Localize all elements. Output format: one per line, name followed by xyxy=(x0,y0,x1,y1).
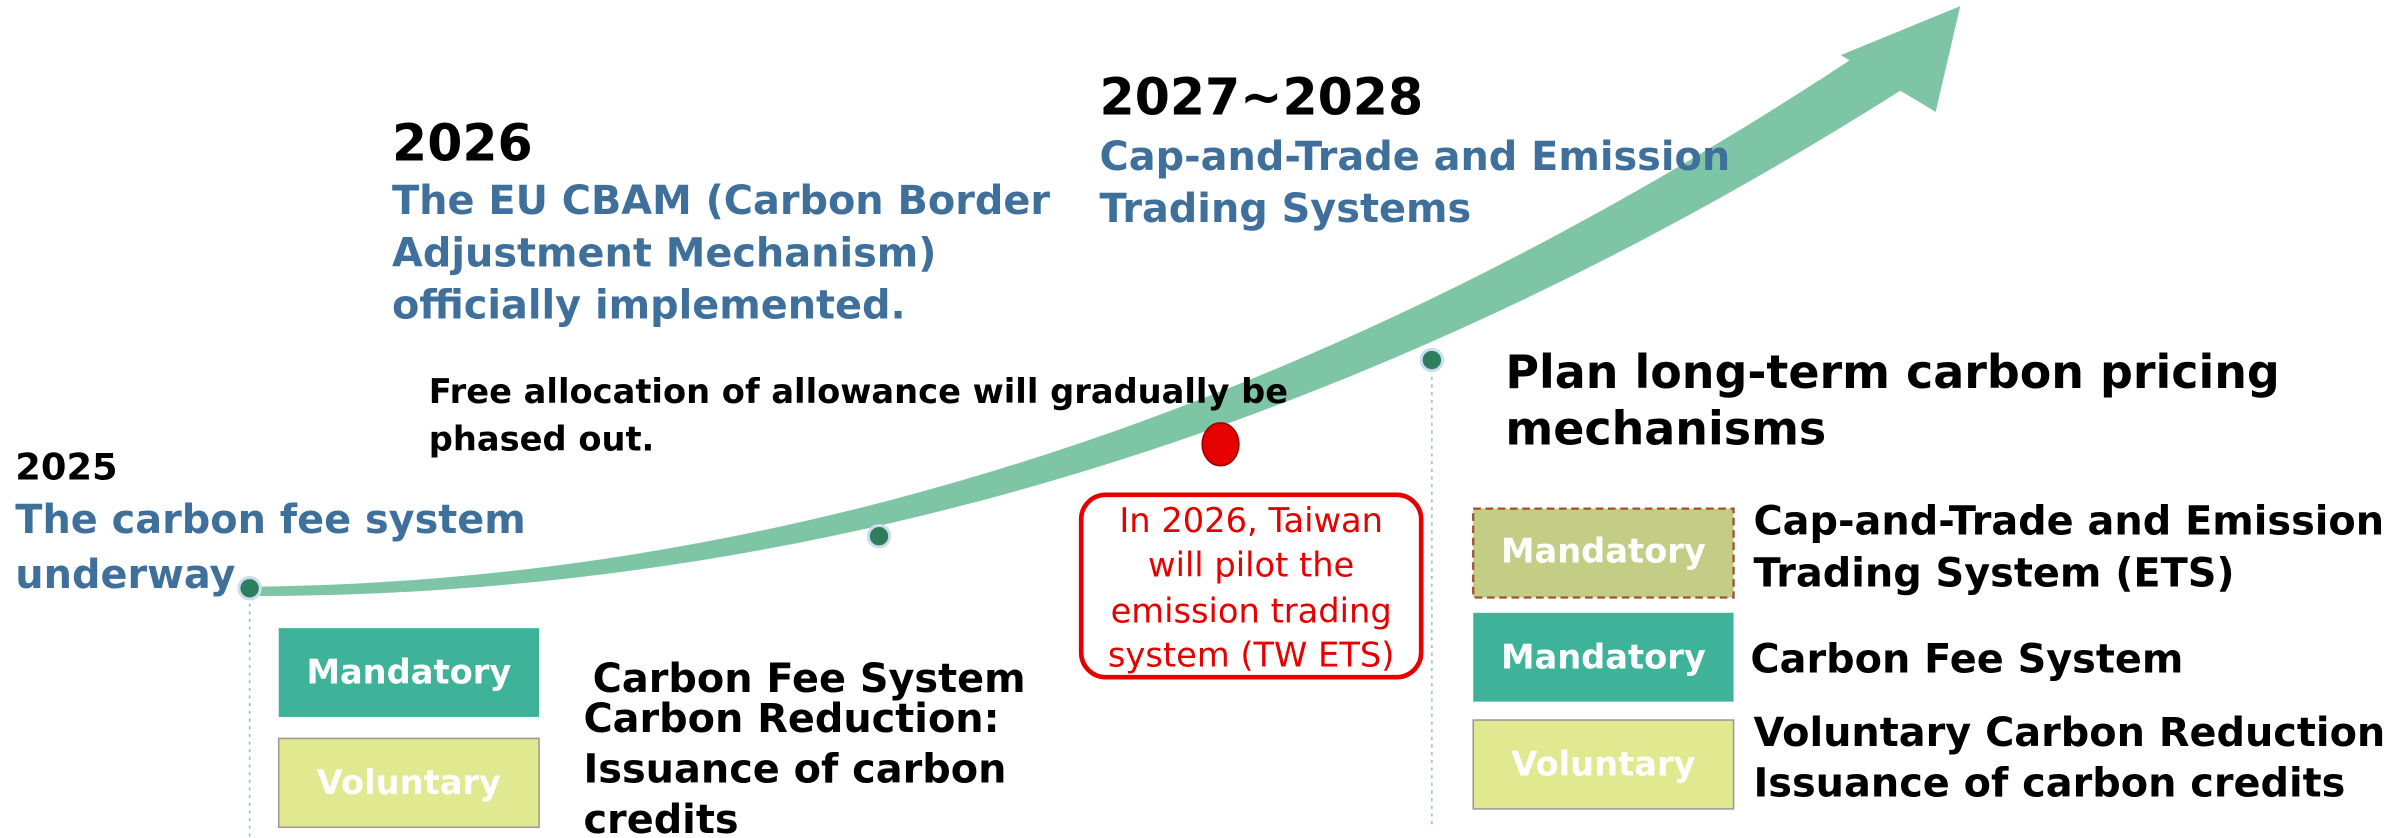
year: 2025 xyxy=(15,445,117,488)
pilot-text: In 2026, Taiwan xyxy=(1119,501,1383,540)
box-label: Voluntary xyxy=(1511,744,1695,783)
pilot-text: will pilot the xyxy=(1148,545,1354,584)
item-text: Cap-and-Trade and Emission xyxy=(1753,498,2384,544)
milestone-text: Trading Systems xyxy=(1100,186,1472,232)
year: 2027~2028 xyxy=(1100,68,1424,127)
year: 2026 xyxy=(392,114,533,173)
timeline-dot xyxy=(237,576,262,601)
timeline-dot xyxy=(866,523,892,549)
pilot-text: system (TW ETS) xyxy=(1108,636,1395,675)
timeline-dot xyxy=(1419,347,1445,373)
voluntary-box xyxy=(1472,719,1735,810)
note-text: Free allocation of allowance will gradua… xyxy=(429,372,1288,411)
heading: mechanisms xyxy=(1505,402,1826,456)
box-label: Mandatory xyxy=(306,653,511,692)
heading: Plan long-term carbon pricing xyxy=(1505,345,2279,399)
item-text: Voluntary Carbon Reduction: xyxy=(1753,710,2389,756)
pilot-dot xyxy=(1201,422,1240,467)
item-text: Issuance of carbon xyxy=(583,747,1006,793)
milestone-text: Cap-and-Trade and Emission xyxy=(1100,134,1731,180)
milestone-text: The carbon fee system xyxy=(15,497,525,543)
box-label: Voluntary xyxy=(317,763,501,802)
box-label: Mandatory xyxy=(1501,532,1706,571)
mandatory-box xyxy=(1473,612,1734,702)
item-text: credits xyxy=(583,797,738,838)
item-text: Trading System (ETS) xyxy=(1753,551,2234,597)
mandatory-box xyxy=(278,628,540,717)
item-text: Carbon Reduction: xyxy=(583,696,999,742)
milestone-text: The EU CBAM (Carbon Border xyxy=(392,178,1050,224)
arrow-head xyxy=(1840,6,1961,112)
note-text: phased out. xyxy=(429,420,655,459)
milestone-text: underway xyxy=(15,552,235,598)
voluntary-box xyxy=(277,737,540,829)
item-text: Carbon Fee System xyxy=(1750,636,2183,682)
milestone-text: Adjustment Mechanism) xyxy=(392,230,936,276)
item-text: Carbon Fee System xyxy=(593,656,1026,702)
item-text: Issuance of carbon credits xyxy=(1753,760,2345,806)
box-label: Mandatory xyxy=(1501,637,1706,676)
pilot-text: emission trading xyxy=(1111,591,1392,630)
pilot-box xyxy=(1078,492,1424,680)
mandatory-box xyxy=(1472,507,1735,599)
milestone-text: officially implemented. xyxy=(392,282,906,328)
